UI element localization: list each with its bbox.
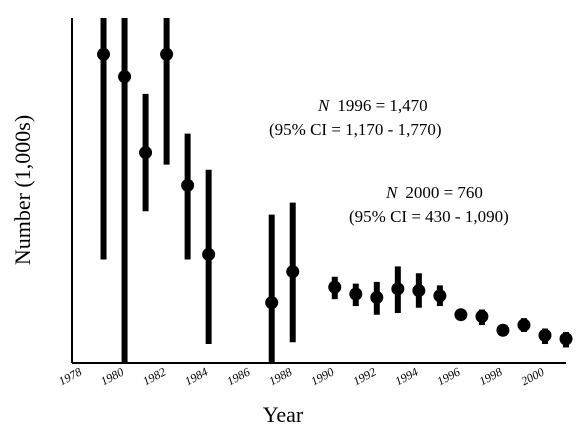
data-point-1 — [118, 18, 132, 363]
annotation-1996-line1: N 1996 = 1,470 — [317, 96, 428, 115]
annotation-2000: N 2000 = 760 (95% CI = 430 - 1,090) — [349, 183, 509, 226]
estimate-marker — [349, 287, 363, 301]
estimate-marker — [370, 290, 384, 304]
estimate-marker — [118, 70, 132, 84]
estimate-marker — [412, 284, 426, 298]
data-point-16 — [496, 323, 510, 337]
x-tick-label: 1986 — [224, 365, 252, 389]
estimate-marker — [454, 308, 468, 322]
estimate-marker — [475, 309, 489, 323]
x-tick-label: 1990 — [308, 365, 336, 389]
data-points — [97, 18, 573, 363]
x-tick-label: 1984 — [182, 365, 210, 389]
x-tick-label: 1978 — [56, 365, 84, 389]
annotation-1996: N 1996 = 1,470 (95% CI = 1,170 - 1,770) — [269, 96, 441, 139]
estimate-marker — [139, 146, 153, 160]
x-tick-label: 1998 — [477, 365, 505, 389]
data-point-3 — [160, 18, 174, 165]
axes — [71, 18, 566, 364]
x-tick-label: 1982 — [140, 365, 168, 389]
annotation-2000-symbol: N — [385, 183, 399, 202]
annotation-1996-symbol: N — [317, 96, 331, 115]
data-point-0 — [97, 18, 111, 260]
annotation-2000-line2: (95% CI = 430 - 1,090) — [349, 207, 509, 226]
data-point-14 — [454, 308, 468, 322]
estimate-marker — [265, 296, 279, 310]
data-point-13 — [433, 285, 447, 307]
estimate-marker — [202, 247, 216, 261]
estimate-marker — [160, 47, 174, 61]
annotation-2000-value: 2000 = 760 — [405, 183, 483, 202]
x-tick-label: 1988 — [266, 365, 294, 389]
estimate-marker — [559, 332, 573, 346]
x-axis-title: Year — [263, 402, 304, 427]
x-tick-label: 1992 — [351, 365, 379, 389]
estimate-marker — [286, 265, 300, 279]
data-point-7 — [286, 202, 300, 343]
data-point-6 — [265, 214, 279, 363]
estimate-marker — [97, 47, 111, 61]
x-tick-label: 1996 — [435, 365, 463, 389]
x-tick-labels: 1978 1980 1982 1984 1986 1988 1990 1992 1994 1996… — [56, 365, 546, 389]
estimate-marker — [496, 323, 510, 337]
estimate-marker — [538, 328, 552, 342]
data-point-5 — [202, 169, 216, 345]
data-point-8 — [328, 276, 342, 300]
data-point-18 — [538, 328, 552, 345]
data-point-12 — [412, 273, 426, 308]
estimate-marker — [433, 289, 447, 303]
x-tick-label: 1994 — [393, 365, 421, 389]
data-point-2 — [139, 93, 153, 212]
x-tick-label: 1980 — [98, 365, 126, 389]
annotation-1996-value: 1996 = 1,470 — [337, 96, 427, 115]
data-point-15 — [475, 309, 489, 326]
data-point-11 — [391, 266, 405, 313]
x-tick-label: 2000 — [519, 365, 547, 389]
estimate-marker — [328, 280, 342, 294]
data-point-9 — [349, 283, 363, 307]
estimate-marker — [181, 178, 195, 192]
data-point-19 — [559, 331, 573, 348]
data-point-4 — [181, 133, 195, 260]
estimate-marker — [517, 318, 531, 332]
data-point-10 — [370, 281, 384, 315]
annotation-1996-line2: (95% CI = 1,170 - 1,770) — [269, 120, 441, 139]
estimate-marker — [391, 282, 405, 296]
annotation-2000-line1: N 2000 = 760 — [385, 183, 483, 202]
y-axis-title: Number (1,000s) — [10, 115, 35, 265]
data-point-17 — [517, 318, 531, 332]
